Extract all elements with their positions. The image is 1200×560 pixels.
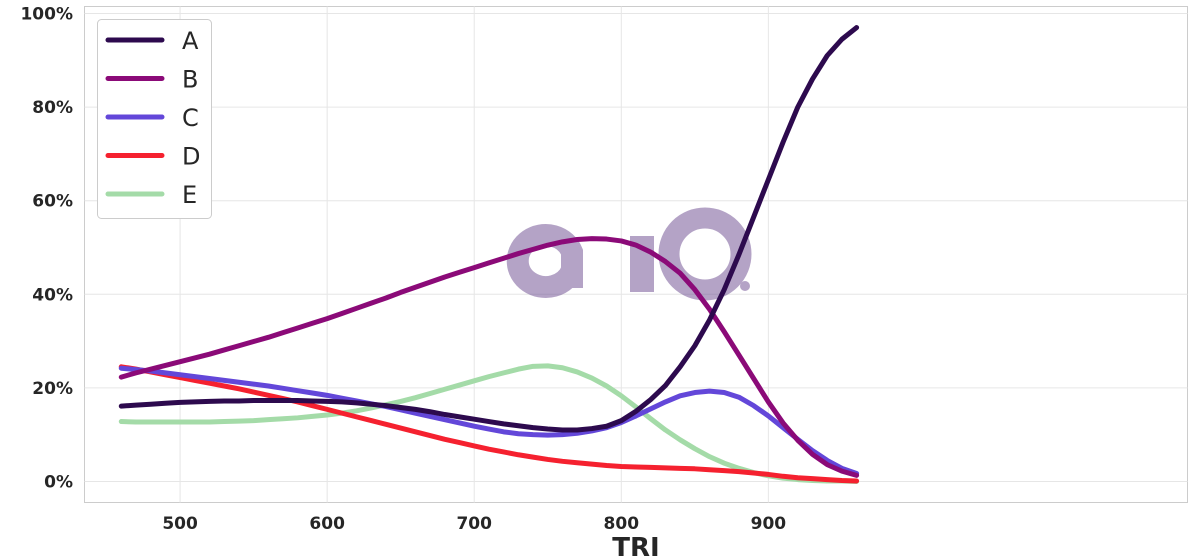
series-line-C xyxy=(118,365,860,476)
legend-label-A: A xyxy=(182,27,199,55)
series-line-D xyxy=(118,364,860,484)
series-line-A xyxy=(118,25,860,433)
y-tick-label: 0% xyxy=(44,472,73,492)
legend-label-D: D xyxy=(182,143,200,171)
y-tick-label: 80% xyxy=(32,98,73,118)
x-axis-label: TRI xyxy=(612,533,659,560)
legend-label-B: B xyxy=(182,66,198,94)
series-line-B xyxy=(118,236,860,478)
legend-label-C: C xyxy=(182,104,199,132)
x-tick-label: 900 xyxy=(751,514,787,534)
series-line-E xyxy=(118,363,860,484)
y-tick-label: 60% xyxy=(32,192,73,212)
x-axis-ticks: 500 600 700 800 900 xyxy=(162,514,786,534)
x-tick-label: 500 xyxy=(162,514,198,534)
x-tick-label: 800 xyxy=(604,514,640,534)
y-axis-ticks: 0% 20% 40% 60% 80% 100% xyxy=(20,5,73,493)
x-tick-label: 600 xyxy=(309,514,345,534)
y-tick-label: 20% xyxy=(32,379,73,399)
legend-label-E: E xyxy=(182,181,197,209)
y-tick-label: 100% xyxy=(20,5,73,25)
y-tick-label: 40% xyxy=(32,285,73,305)
series-lines xyxy=(118,25,860,484)
x-tick-label: 700 xyxy=(456,514,492,534)
